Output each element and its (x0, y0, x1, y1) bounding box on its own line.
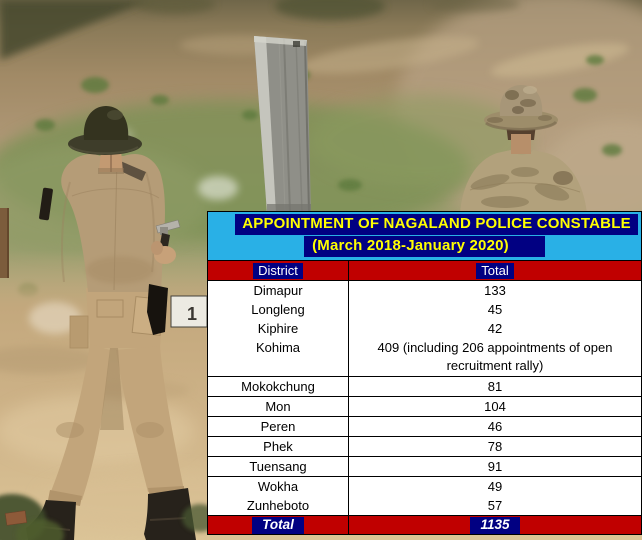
total-cell: 104 (484, 399, 506, 414)
district-cell: Zunheboto (208, 496, 349, 515)
district-cell: Kohima (208, 338, 349, 376)
appointment-table: APPOINTMENT OF NAGALAND POLICE CONSTABLE… (207, 211, 642, 535)
table-row: Kiphire 42 (208, 319, 641, 338)
table-row: Mon 104 (208, 397, 641, 417)
shooter-hands (151, 241, 176, 264)
table-title-band: APPOINTMENT OF NAGALAND POLICE CONSTABLE… (208, 212, 641, 260)
footer-value-cell: 1135 (349, 516, 641, 534)
shooter-trousers (48, 288, 184, 506)
district-cell: Peren (208, 417, 349, 436)
district-cell: Wokha (208, 477, 349, 496)
total-cell: 78 (487, 439, 503, 454)
table-body: Dimapur 133 Longleng 45 Kiphire 42 Kohima 409 (… (208, 281, 641, 516)
table-row: Kohima 409 (including 206 appointments of… (208, 338, 641, 377)
shooter-figure (26, 106, 196, 540)
total-cell: 42 (487, 321, 503, 336)
total-cell: 45 (487, 302, 503, 317)
table-footer-row: Total 1135 (208, 516, 641, 534)
district-cell: Phek (208, 437, 349, 456)
district-cell: Dimapur (208, 281, 349, 300)
table-row: Peren 46 (208, 417, 641, 437)
wooden-post (0, 208, 9, 278)
district-cell: Longleng (208, 300, 349, 319)
table-row: Zunheboto 57 (208, 496, 641, 516)
boonie-hat (68, 106, 142, 155)
footer-label-cell: Total (208, 516, 349, 534)
shooter-head (98, 150, 124, 174)
district-header-cell: District (208, 261, 349, 280)
total-cell: 81 (487, 379, 503, 394)
table-header-row: District Total (208, 260, 641, 281)
total-cell: 409 (including 206 appointments of open … (377, 340, 613, 373)
table-row: Longleng 45 (208, 300, 641, 319)
table-row: Mokokchung 81 (208, 377, 641, 397)
slung-equipment (39, 187, 53, 221)
table-row: Tuensang 91 (208, 457, 641, 477)
total-cell: 91 (487, 459, 503, 474)
footer-label: Total (252, 516, 304, 534)
column-header-district: District (253, 262, 303, 279)
total-cell: 46 (487, 419, 503, 434)
table-title-line1: APPOINTMENT OF NAGALAND POLICE CONSTABLE (235, 214, 638, 235)
holster (147, 284, 168, 335)
target-board (254, 36, 311, 213)
district-cell: Kiphire (208, 319, 349, 338)
observer-figure (460, 85, 587, 214)
total-cell: 133 (484, 283, 506, 298)
column-header-total: Total (476, 262, 514, 279)
camo-boonie-hat (484, 85, 558, 131)
total-cell: 57 (487, 498, 503, 513)
table-row: Wokha 49 (208, 477, 641, 496)
svg-text:1: 1 (187, 304, 197, 324)
district-cell: Tuensang (208, 457, 349, 476)
table-row: Phek 78 (208, 437, 641, 457)
total-header-cell: Total (349, 261, 641, 280)
brick (4, 510, 28, 526)
table-row: Dimapur 133 (208, 281, 641, 300)
footer-value: 1135 (470, 516, 520, 534)
shooter-shirt (61, 153, 165, 292)
district-cell: Mokokchung (208, 377, 349, 396)
numbered-target: 1 (170, 295, 208, 328)
table-title-line2: (March 2018-January 2020) (304, 236, 545, 257)
district-cell: Mon (208, 397, 349, 416)
total-cell: 49 (487, 479, 503, 494)
camo-pattern (470, 167, 573, 208)
